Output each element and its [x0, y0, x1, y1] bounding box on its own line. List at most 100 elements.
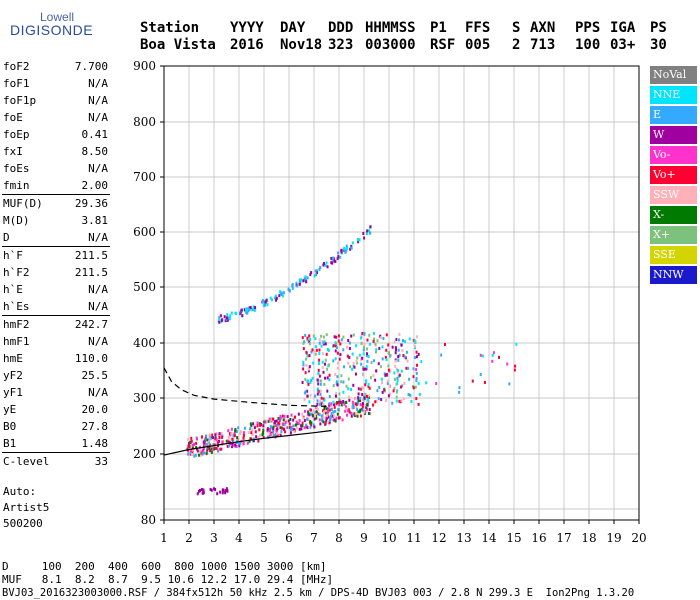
echo-point: [328, 395, 331, 399]
echo-point: [196, 492, 199, 496]
echo-point: [395, 338, 398, 342]
auto-code: 500200: [3, 517, 43, 530]
echo-point: [257, 439, 260, 443]
echo-point: [190, 453, 193, 457]
echo-point: [314, 394, 317, 398]
echo-point: [251, 433, 254, 437]
echo-point: [250, 424, 253, 428]
echo-point: [315, 269, 318, 273]
echo-point: [248, 439, 251, 443]
x-tick-label: 10: [381, 531, 396, 545]
echo-point: [247, 431, 250, 435]
echo-point: [415, 378, 418, 382]
param-value: 0.41: [81, 128, 109, 141]
echo-point: [354, 397, 357, 401]
echo-point: [217, 433, 220, 437]
echo-point: [274, 423, 277, 427]
echo-point: [295, 426, 298, 430]
echo-point: [378, 346, 381, 350]
echo-point: [345, 244, 348, 248]
echo-point: [312, 334, 315, 338]
echo-point: [264, 303, 267, 307]
x-tick-label: 8: [335, 531, 343, 545]
echo-point: [210, 450, 213, 454]
echo-point: [242, 433, 245, 437]
echo-point: [276, 433, 279, 437]
echo-point: [398, 332, 401, 336]
echo-point: [364, 392, 367, 396]
echo-point: [337, 334, 340, 338]
echo-point: [342, 335, 345, 339]
echo-point: [307, 369, 310, 373]
echo-point: [325, 352, 328, 356]
echo-point: [305, 423, 308, 427]
param-value: 7.700: [74, 60, 108, 73]
y-tick-label: 400: [133, 336, 156, 350]
echo-point: [357, 387, 360, 391]
echo-point: [302, 363, 305, 367]
param-row: foEp 0.41: [0, 126, 112, 143]
echo-point: [218, 315, 221, 319]
echo-point: [268, 435, 271, 439]
echo-point: [335, 416, 338, 420]
echo-point: [366, 359, 369, 363]
echo-point: [321, 360, 324, 364]
param-row: foF2 7.700: [0, 58, 112, 75]
echo-point: [357, 238, 360, 242]
echo-point: [231, 437, 234, 441]
header-cell: RSF: [430, 37, 456, 53]
echo-point: [491, 353, 494, 357]
echo-point: [253, 426, 256, 430]
echo-point: [318, 267, 321, 271]
echo-point: [391, 345, 394, 349]
header-cell: 713: [530, 37, 556, 53]
echo-point: [363, 410, 366, 414]
echo-point: [400, 399, 403, 403]
echo-point: [217, 439, 220, 443]
echo-point: [471, 379, 474, 383]
param-label: yE: [3, 403, 17, 416]
echo-point: [335, 335, 338, 339]
echo-point: [324, 362, 327, 366]
echo-point: [334, 357, 337, 361]
echo-point: [316, 392, 319, 396]
header-cell: S: [512, 20, 521, 36]
echo-point: [340, 380, 343, 384]
echo-point: [221, 435, 224, 439]
echo-point: [301, 424, 304, 428]
echo-point: [219, 314, 222, 318]
echo-point: [195, 441, 198, 445]
echo-point: [300, 278, 303, 282]
echo-point: [410, 399, 413, 403]
echo-point: [202, 440, 205, 444]
echo-point: [246, 311, 249, 315]
echo-point: [320, 414, 323, 418]
echo-point: [303, 340, 306, 344]
echo-point: [228, 444, 231, 448]
echo-point: [191, 443, 194, 447]
echo-point: [296, 284, 299, 288]
echo-point: [348, 347, 351, 351]
echo-point: [364, 409, 367, 413]
echo-point: [366, 398, 369, 402]
echo-point: [380, 377, 383, 381]
echo-point: [227, 440, 230, 444]
param-value: N/A: [88, 300, 108, 313]
y-tick-label: 300: [133, 391, 156, 405]
echo-point: [415, 371, 418, 375]
echo-point: [377, 397, 380, 401]
echo-point: [394, 346, 397, 350]
param-value: N/A: [88, 162, 108, 175]
echo-point: [347, 395, 350, 399]
echo-point: [351, 241, 354, 245]
echo-point: [383, 388, 386, 392]
param-label: fmin: [3, 179, 30, 192]
echo-point: [332, 400, 335, 404]
echo-point: [262, 304, 265, 308]
param-row: MUF(D) 29.36: [0, 195, 112, 212]
echo-point: [252, 422, 255, 426]
echo-point: [212, 443, 215, 447]
echo-point: [204, 437, 207, 441]
echo-point: [219, 490, 222, 494]
echo-point: [253, 439, 256, 443]
